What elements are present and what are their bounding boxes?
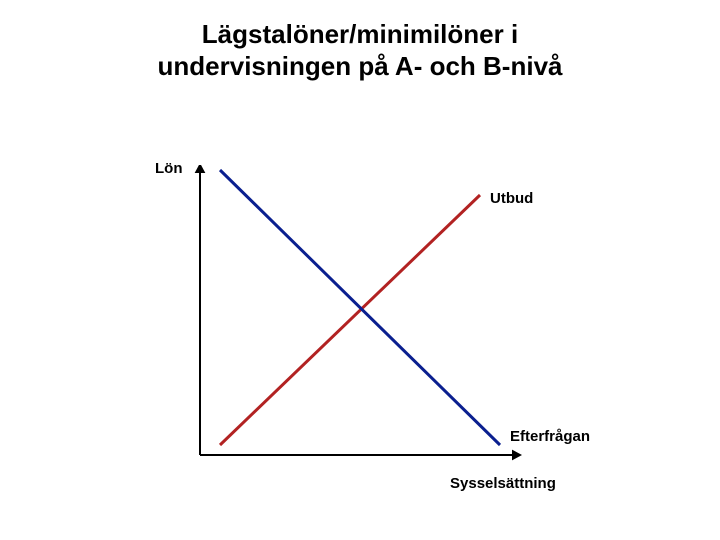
supply-demand-chart xyxy=(180,165,540,465)
y-axis-arrow xyxy=(195,165,206,173)
title-line2: undervisningen på A- och B-nivå xyxy=(0,50,720,82)
x-axis-label: Sysselsättning xyxy=(450,475,556,492)
y-axis-label: Lön xyxy=(155,160,183,177)
slide-title: Lägstalöner/minimilöner i undervisningen… xyxy=(0,18,720,82)
chart-svg xyxy=(180,165,540,465)
demand-label: Efterfrågan xyxy=(510,428,590,445)
supply-label: Utbud xyxy=(490,190,533,207)
x-axis-arrow xyxy=(512,450,522,461)
title-line1: Lägstalöner/minimilöner i xyxy=(0,18,720,50)
supply-line xyxy=(220,195,480,445)
